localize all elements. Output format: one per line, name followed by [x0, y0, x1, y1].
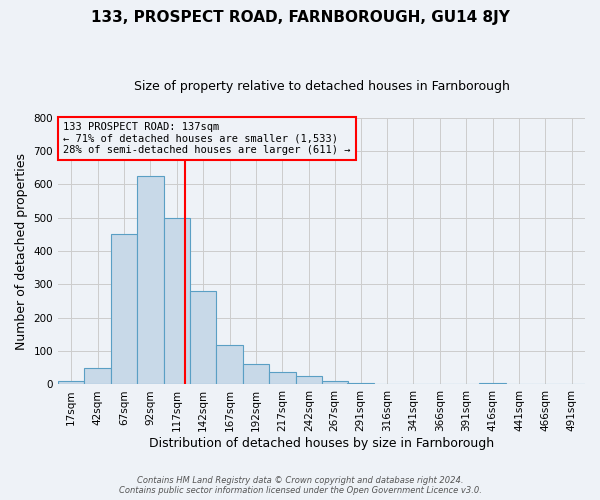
Bar: [243, 364, 269, 384]
Title: Size of property relative to detached houses in Farnborough: Size of property relative to detached ho…: [134, 80, 509, 93]
Text: Contains HM Land Registry data © Crown copyright and database right 2024.
Contai: Contains HM Land Registry data © Crown c…: [119, 476, 481, 495]
Bar: [190, 291, 217, 384]
Text: 133, PROSPECT ROAD, FARNBOROUGH, GU14 8JY: 133, PROSPECT ROAD, FARNBOROUGH, GU14 8J…: [91, 10, 509, 25]
Bar: [111, 234, 137, 384]
Bar: [164, 218, 190, 384]
Bar: [296, 376, 322, 384]
Bar: [217, 345, 243, 385]
Bar: [58, 381, 85, 384]
Bar: [269, 372, 296, 384]
Bar: [479, 383, 506, 384]
Y-axis label: Number of detached properties: Number of detached properties: [15, 152, 28, 350]
X-axis label: Distribution of detached houses by size in Farnborough: Distribution of detached houses by size …: [149, 437, 494, 450]
Text: 133 PROSPECT ROAD: 137sqm
← 71% of detached houses are smaller (1,533)
28% of se: 133 PROSPECT ROAD: 137sqm ← 71% of detac…: [64, 122, 351, 155]
Bar: [85, 368, 111, 384]
Bar: [347, 383, 374, 384]
Bar: [137, 176, 164, 384]
Bar: [322, 381, 349, 384]
